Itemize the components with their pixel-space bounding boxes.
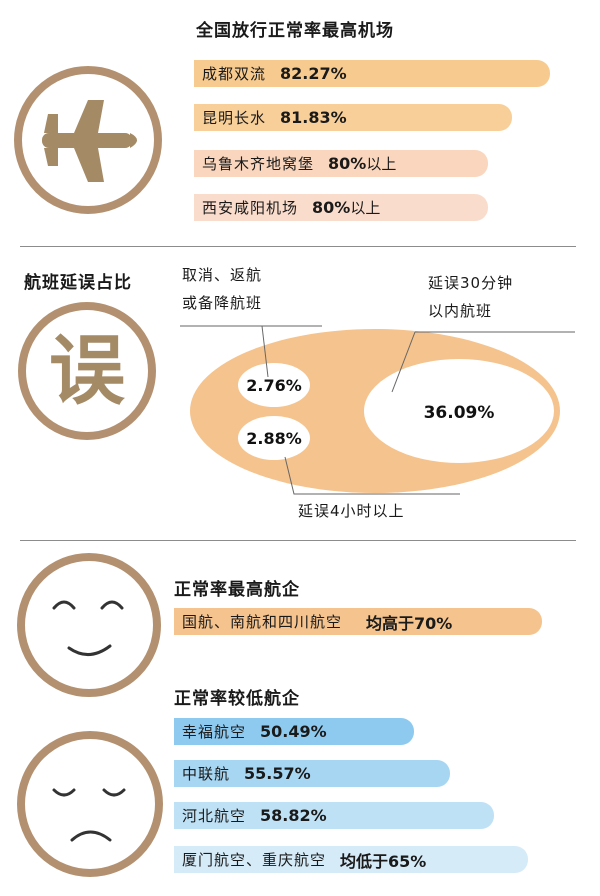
airport-name: 成都双流 <box>202 65 267 83</box>
airport-suffix: 以上 <box>366 155 397 173</box>
airports-title: 全国放行正常率最高机场 <box>196 21 394 41</box>
delay4h-label: 延误4小时以上 <box>298 502 405 520</box>
delay4h-ellipse <box>238 416 310 460</box>
delay30-label-line1: 延误30分钟 <box>428 274 514 292</box>
delay-character: 误 <box>49 326 125 415</box>
low-airline-value: 50.49% <box>260 722 327 741</box>
airport-bar: 乌鲁木齐地窝堡 80% 以上 <box>194 150 488 177</box>
divider <box>20 246 576 247</box>
low-airline-name: 幸福航空 <box>182 723 247 741</box>
low-airline-name: 中联航 <box>182 765 231 783</box>
low-airline-bar: 幸福航空 50.49% <box>174 718 414 745</box>
low-airline-bar: 河北航空 58.82% <box>174 802 494 829</box>
cancel-label-line1: 取消、返航 <box>182 266 263 284</box>
delay30-label-line2: 以内航班 <box>428 302 493 320</box>
airplane-icon <box>14 66 162 214</box>
smiling-face-icon <box>17 553 161 697</box>
airport-value: 80% <box>312 198 351 217</box>
airport-name: 昆明长水 <box>202 109 267 127</box>
high-airlines-title: 正常率最高航企 <box>174 580 300 600</box>
cancel-ellipse <box>238 363 310 407</box>
delay-title: 航班延误占比 <box>24 273 132 293</box>
delay30-percent: 36.09% <box>424 403 495 423</box>
airport-bar: 昆明长水 81.83% <box>194 104 512 131</box>
low-airlines-title: 正常率较低航企 <box>174 689 300 709</box>
high-airlines-value: 均高于70% <box>366 613 453 633</box>
low-airline-value: 55.57% <box>244 764 311 783</box>
airport-value: 82.27% <box>280 64 347 83</box>
delay-ellipse-chart: 2.76% 2.88% 36.09% <box>180 325 575 495</box>
low-airline-value: 58.82% <box>260 806 327 825</box>
high-airlines-bar: 国航、南航和四川航空 均高于70% <box>174 608 542 635</box>
airport-suffix: 以上 <box>350 199 381 217</box>
divider <box>20 540 576 541</box>
cancel-label-line2: 或备降航班 <box>182 294 263 312</box>
airport-bar: 成都双流 82.27% <box>194 60 550 87</box>
delay4h-percent: 2.88% <box>246 429 302 448</box>
low-airline-name: 河北航空 <box>182 807 247 825</box>
airport-value: 80% <box>328 154 367 173</box>
low-airline-value: 均低于65% <box>340 851 427 871</box>
high-airlines-name: 国航、南航和四川航空 <box>182 613 343 631</box>
low-airline-name: 厦门航空、重庆航空 <box>182 851 327 869</box>
airport-name: 西安咸阳机场 <box>202 199 299 217</box>
airport-name: 乌鲁木齐地窝堡 <box>202 155 315 173</box>
sad-face-icon <box>17 731 163 877</box>
low-airline-bar: 厦门航空、重庆航空 均低于65% <box>174 846 528 873</box>
low-airline-bar: 中联航 55.57% <box>174 760 450 787</box>
airport-value: 81.83% <box>280 108 347 127</box>
cancel-percent: 2.76% <box>246 376 302 395</box>
delay-character-icon: 误 <box>18 302 156 440</box>
delay30-ellipse <box>364 359 554 463</box>
airport-bar: 西安咸阳机场 80% 以上 <box>194 194 488 221</box>
